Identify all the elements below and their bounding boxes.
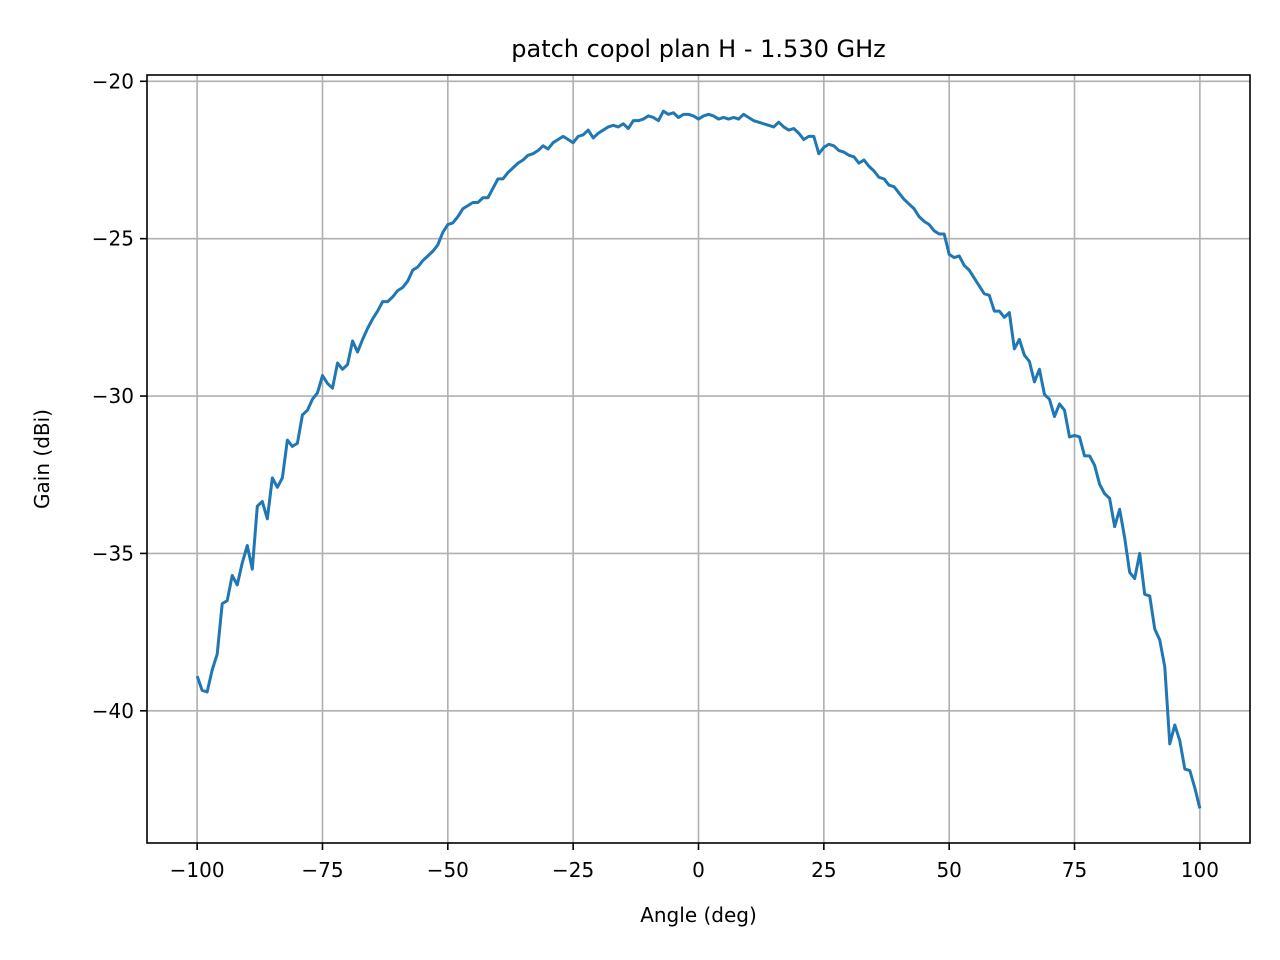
- y-tick-label: −35: [92, 541, 134, 565]
- chart-title: patch copol plan H - 1.530 GHz: [511, 35, 885, 63]
- y-tick-label: −30: [92, 384, 134, 408]
- series-layer: [195, 109, 1202, 809]
- y-axis-label: Gain (dBi): [30, 409, 54, 509]
- y-tick-label: −25: [92, 227, 134, 251]
- x-tick-label: −50: [427, 858, 469, 882]
- y-tick-label: −40: [92, 699, 134, 723]
- grid: [147, 75, 1250, 843]
- y-tick-label: −20: [92, 69, 134, 93]
- x-tick-label: 100: [1181, 858, 1219, 882]
- x-axis: −100 −75 −50 −25 0 25 50 75 100: [170, 843, 1219, 882]
- x-tick-label: −100: [170, 858, 225, 882]
- gain-series-line: [195, 109, 1202, 809]
- x-tick-label: 75: [1062, 858, 1087, 882]
- x-tick-label: −75: [301, 858, 343, 882]
- y-axis: −40 −35 −30 −25 −20: [92, 69, 147, 723]
- x-tick-label: 0: [692, 858, 705, 882]
- x-axis-label: Angle (deg): [640, 903, 757, 927]
- x-tick-label: −25: [552, 858, 594, 882]
- x-tick-label: 50: [936, 858, 961, 882]
- x-tick-label: 25: [811, 858, 836, 882]
